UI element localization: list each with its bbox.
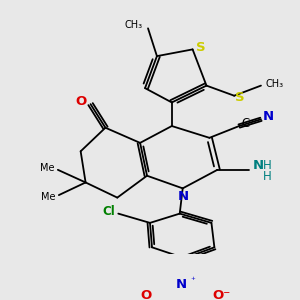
Text: H: H <box>263 170 272 183</box>
Text: S: S <box>235 91 245 104</box>
Text: O: O <box>141 289 152 300</box>
Text: N: N <box>176 278 187 291</box>
Text: Cl: Cl <box>103 206 115 218</box>
Text: Me: Me <box>41 192 56 202</box>
Text: Me: Me <box>40 163 55 173</box>
Text: O: O <box>75 95 87 108</box>
Text: S: S <box>196 41 205 54</box>
Text: CH₃: CH₃ <box>125 20 143 30</box>
Text: ⁺: ⁺ <box>190 276 195 285</box>
Text: C: C <box>241 117 249 130</box>
Text: CH₃: CH₃ <box>266 79 284 89</box>
Text: O⁻: O⁻ <box>212 289 231 300</box>
Text: N: N <box>263 110 274 123</box>
Text: N: N <box>253 159 264 172</box>
Text: N: N <box>178 190 189 203</box>
Text: H: H <box>263 159 272 172</box>
